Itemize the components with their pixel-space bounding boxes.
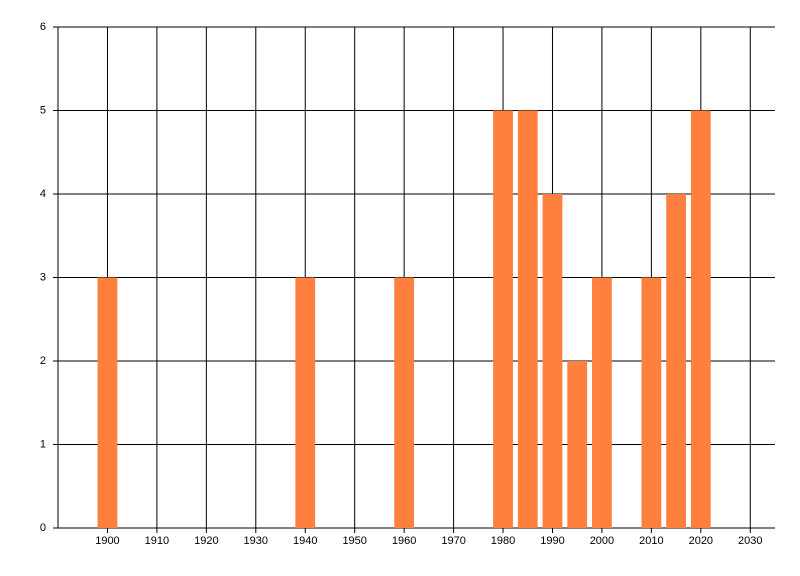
x-tick-label: 1940 (293, 535, 317, 547)
bar (592, 277, 612, 528)
x-tick-label: 2020 (689, 535, 713, 547)
bar (666, 194, 686, 528)
x-tick-label: 2010 (639, 535, 663, 547)
x-tick-label: 1970 (441, 535, 465, 547)
x-tick-label: 1900 (95, 535, 119, 547)
x-tick-label: 1920 (194, 535, 218, 547)
bar (517, 110, 538, 528)
bar (567, 361, 588, 528)
x-tick-label: 1980 (491, 535, 515, 547)
x-tick-label: 1910 (145, 535, 169, 547)
y-tick-label: 2 (40, 355, 46, 367)
x-tick-label: 2000 (590, 535, 614, 547)
y-tick-label: 1 (40, 438, 46, 450)
x-tick-label: 1990 (540, 535, 564, 547)
y-tick-label: 5 (40, 104, 46, 116)
x-tick-label: 2030 (738, 535, 762, 547)
bar (97, 277, 118, 528)
bar (690, 110, 711, 528)
bar (295, 277, 316, 528)
y-tick-label: 4 (40, 188, 46, 200)
y-tick-label: 0 (40, 522, 46, 534)
x-tick-label: 1930 (244, 535, 268, 547)
bar (542, 194, 563, 528)
y-tick-label: 6 (40, 21, 46, 33)
bar (641, 277, 662, 528)
x-tick-label: 1960 (392, 535, 416, 547)
y-tick-label: 3 (40, 271, 46, 283)
x-tick-label: 1950 (342, 535, 366, 547)
bar (394, 277, 415, 528)
bar (493, 110, 513, 528)
